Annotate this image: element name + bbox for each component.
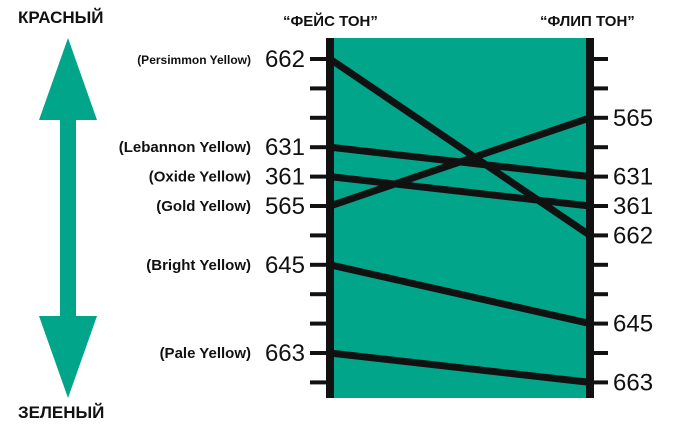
flip-tone-tick xyxy=(590,262,608,267)
flip-tone-tick xyxy=(590,351,608,355)
face-tone-tick xyxy=(310,233,330,238)
green-label: ЗЕЛЕНЫЙ xyxy=(18,403,104,422)
shade-link-662 xyxy=(328,56,592,239)
flip-tone-tick xyxy=(590,174,608,179)
shade-name: (Bright Yellow) xyxy=(146,257,251,274)
face-tone-tick xyxy=(310,145,330,150)
red-label: КРАСНЫЙ xyxy=(18,8,104,27)
flip-tone-tick xyxy=(590,292,608,297)
flip-tone-tick xyxy=(590,204,608,208)
face-tone-tick xyxy=(310,292,330,297)
flip-tone-tick xyxy=(590,86,608,91)
flip-tone-code: 662 xyxy=(613,222,653,249)
flip-tone-bar xyxy=(586,38,594,398)
face-tone-tick xyxy=(310,115,330,120)
shade-link-663 xyxy=(329,349,591,386)
flip-tone-code: 361 xyxy=(613,193,653,220)
flip-tone-code: 645 xyxy=(613,311,653,338)
flip-tone-code: 565 xyxy=(613,105,653,132)
face-tone-tick xyxy=(310,174,330,179)
face-tone-scale xyxy=(310,38,334,398)
arrow-up-head xyxy=(39,38,97,120)
face-tone-tick xyxy=(310,204,330,208)
face-tone-bar xyxy=(326,38,334,398)
flip-tone-tick xyxy=(590,57,608,61)
face-tone-tick xyxy=(310,351,330,355)
arrow-down-head xyxy=(39,316,97,398)
flip-tone-tick xyxy=(590,380,608,385)
shade-link-645 xyxy=(329,261,591,328)
color-range-panel xyxy=(331,38,589,398)
flip-tone-title: “ФЛИП ТОН” xyxy=(540,13,635,30)
shade-name: (Gold Yellow) xyxy=(156,198,251,215)
shade-name: (Oxide Yellow) xyxy=(149,169,251,186)
face-tone-code: 361 xyxy=(265,164,305,191)
shade-name: (Pale Yellow) xyxy=(160,345,251,362)
flip-tone-tick xyxy=(590,233,608,238)
flip-tone-tick xyxy=(590,145,608,150)
face-tone-code: 645 xyxy=(265,252,305,279)
shade-links xyxy=(328,56,592,386)
face-tone-tick xyxy=(310,262,330,267)
shade-name: (Persimmon Yellow) xyxy=(137,53,251,67)
flip-tone-scale xyxy=(586,38,608,398)
flip-tone-tick xyxy=(590,321,608,326)
face-tone-code: 663 xyxy=(265,340,305,367)
face-tone-code: 565 xyxy=(265,193,305,220)
arrow-shaft xyxy=(60,110,76,328)
red-green-arrow xyxy=(39,38,97,398)
face-tone-code: 662 xyxy=(265,46,305,73)
face-tone-tick xyxy=(310,86,330,91)
flip-tone-code: 631 xyxy=(613,164,653,191)
shade-link-361 xyxy=(329,173,591,210)
flip-tone-code: 663 xyxy=(613,369,653,396)
face-tone-labels: 662 (Persimmon Yellow) 631 (Lebannon Yellow… xyxy=(119,46,305,367)
face-tone-tick xyxy=(310,321,330,326)
face-tone-title: “ФЕЙС ТОН” xyxy=(283,12,378,30)
shade-link-565 xyxy=(328,114,592,210)
shade-name: (Lebannon Yellow) xyxy=(119,139,251,156)
face-tone-code: 631 xyxy=(265,134,305,161)
flip-tone-tick xyxy=(590,115,608,120)
face-tone-tick xyxy=(310,380,330,385)
face-tone-tick xyxy=(310,57,330,61)
